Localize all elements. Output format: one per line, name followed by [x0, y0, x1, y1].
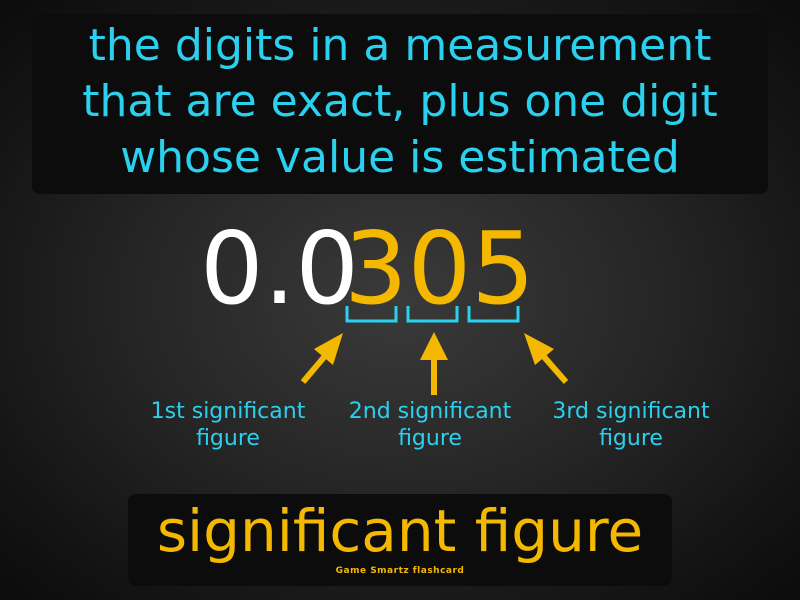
- footer-credit: Game Smartz flashcard: [335, 566, 465, 576]
- term-panel: [128, 494, 672, 586]
- label-2nd-line-1: 2nd significant: [348, 399, 512, 424]
- number-significant-digits: 305: [344, 210, 535, 327]
- label-1st-line-1: 1st significant: [150, 399, 306, 424]
- definition-line-2: that are exact, plus one digit: [82, 76, 718, 127]
- label-3rd-significant-figure: 3rd significant figure: [531, 398, 731, 452]
- bracket-1st: [345, 306, 398, 323]
- bracket-2nd: [406, 306, 459, 323]
- definition-panel: [32, 14, 768, 194]
- label-2nd-significant-figure: 2nd significant figure: [330, 398, 530, 452]
- arrow-3rd: [524, 333, 569, 384]
- definition-line-1: the digits in a measurement: [88, 20, 712, 71]
- label-3rd-line-2: figure: [599, 426, 663, 451]
- definition-line-3: whose value is estimated: [120, 132, 680, 183]
- number-prefix: 0.0: [200, 210, 360, 327]
- label-3rd-line-1: 3rd significant: [552, 399, 710, 424]
- digit-brackets: [345, 306, 520, 323]
- label-2nd-line-2: figure: [398, 426, 462, 451]
- arrow-1st: [300, 333, 343, 384]
- arrow-2nd: [420, 332, 448, 395]
- term-title: significant figure: [156, 497, 644, 565]
- label-1st-line-2: figure: [196, 426, 260, 451]
- label-1st-significant-figure: 1st significant figure: [128, 398, 328, 452]
- bracket-3rd: [467, 306, 520, 323]
